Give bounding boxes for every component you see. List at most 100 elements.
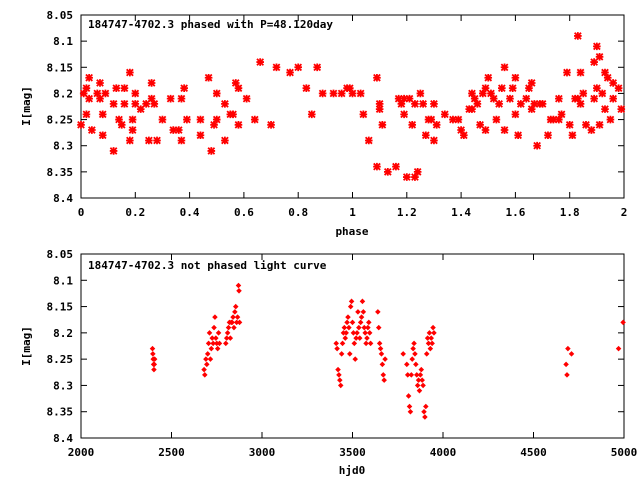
phased-data-point — [408, 120, 417, 129]
phased-data-point — [207, 147, 216, 155]
phased-data-point — [112, 84, 121, 93]
unphased-data-point — [365, 324, 371, 331]
phased-data-point — [555, 94, 563, 103]
phased-data-point — [204, 73, 213, 82]
phased-y-tick-label: 8.25 — [47, 114, 74, 127]
unphased-data-point — [359, 298, 366, 305]
unphased-data-point — [410, 345, 416, 352]
phased-data-point — [432, 120, 441, 129]
phased-data-point — [478, 89, 487, 98]
phased-data-point — [177, 136, 186, 145]
unphased-data-point — [406, 403, 413, 410]
phased-data-point — [212, 89, 221, 98]
phased-data-point — [413, 168, 422, 176]
unphased-data-point — [224, 330, 231, 336]
phased-data-point — [579, 89, 588, 98]
unphased-data-point — [203, 356, 209, 362]
unphased-x-tick-label: 4000 — [430, 446, 457, 459]
unphased-data-point — [431, 330, 437, 336]
phased-data-point — [136, 105, 145, 113]
phased-data-point — [373, 162, 381, 171]
unphased-data-point — [565, 345, 571, 352]
phased-data-point — [93, 89, 102, 98]
unphased-data-point — [416, 387, 423, 394]
unphased-data-point — [360, 309, 367, 315]
phased-data-point — [614, 84, 623, 93]
phased-data-point — [96, 79, 104, 87]
phased-data-point — [142, 100, 150, 108]
unphased-data-point — [201, 366, 207, 373]
phased-data-point — [96, 94, 104, 103]
unphased-data-point — [412, 351, 418, 357]
phased-data-point — [595, 120, 604, 129]
phased-data-point — [153, 136, 161, 145]
phased-data-point — [595, 52, 604, 61]
phased-data-point — [568, 131, 577, 140]
phased-data-point — [587, 126, 596, 134]
phased-data-point — [378, 120, 387, 129]
phased-data-point — [383, 168, 392, 176]
unphased-data-point — [415, 377, 422, 383]
phased-data-point — [229, 110, 237, 119]
phased-data-point — [511, 73, 520, 82]
unphased-data-point — [366, 319, 372, 326]
unphased-x-tick-label: 3000 — [249, 446, 276, 459]
phased-data-point — [511, 110, 520, 119]
unphased-data-point — [353, 335, 359, 341]
phased-data-point — [128, 126, 137, 134]
phased-data-point — [120, 84, 129, 93]
unphased-data-point — [430, 324, 436, 331]
phased-data-point — [430, 100, 438, 108]
phased-data-point — [196, 115, 205, 124]
unphased-data-point — [336, 372, 342, 378]
unphased-data-point — [150, 351, 156, 357]
phased-data-point — [481, 126, 490, 134]
phased-data-point — [601, 105, 609, 113]
phased-data-point — [212, 115, 221, 124]
phased-data-point — [416, 89, 425, 98]
unphased-data-point — [236, 319, 243, 326]
unphased-data-point — [366, 330, 373, 336]
phased-x-tick-label: 1.6 — [505, 206, 525, 219]
phased-data-point — [527, 79, 536, 87]
unphased-data-point — [380, 372, 387, 378]
phased-data-point — [603, 73, 612, 82]
unphased-data-point — [206, 330, 213, 336]
unphased-data-point — [422, 414, 428, 420]
phased-data-point — [609, 94, 617, 103]
phased-data-point — [508, 84, 517, 93]
phased-data-point — [375, 105, 384, 113]
unphased-data-point — [400, 351, 406, 357]
unphased-data-point — [347, 351, 353, 357]
phased-data-point — [527, 105, 536, 113]
unphased-data-point — [351, 340, 358, 347]
unphased-data-point — [356, 335, 363, 341]
phased-data-point — [440, 110, 449, 119]
unphased-data-point — [615, 345, 622, 352]
phased-data-point — [318, 89, 327, 98]
unphased-data-point — [413, 361, 419, 368]
phased-data-point — [88, 126, 96, 134]
phased-x-tick-label: 0.8 — [288, 206, 308, 219]
phased-data-point — [128, 115, 137, 124]
unphased-data-point — [344, 319, 350, 326]
unphased-data-point — [149, 345, 156, 352]
unphased-data-point — [411, 340, 417, 347]
unphased-data-point — [234, 314, 241, 320]
phased-data-point — [392, 162, 400, 171]
phased-x-tick-label: 1.4 — [451, 206, 471, 219]
unphased-x-axis-label: hjd0 — [339, 464, 366, 477]
phased-data-point — [85, 94, 93, 103]
phased-data-point — [394, 94, 403, 103]
phased-data-point — [345, 84, 354, 93]
unphased-data-point — [418, 366, 425, 373]
phased-data-point — [231, 79, 240, 87]
phased-data-point — [411, 173, 419, 181]
phased-data-point — [563, 68, 571, 77]
phased-data-point — [557, 110, 566, 119]
phased-data-point — [470, 94, 479, 103]
unphased-data-point — [357, 319, 364, 326]
unphased-data-point — [423, 403, 429, 410]
phased-data-point — [397, 100, 406, 108]
phased-data-point — [574, 94, 582, 103]
